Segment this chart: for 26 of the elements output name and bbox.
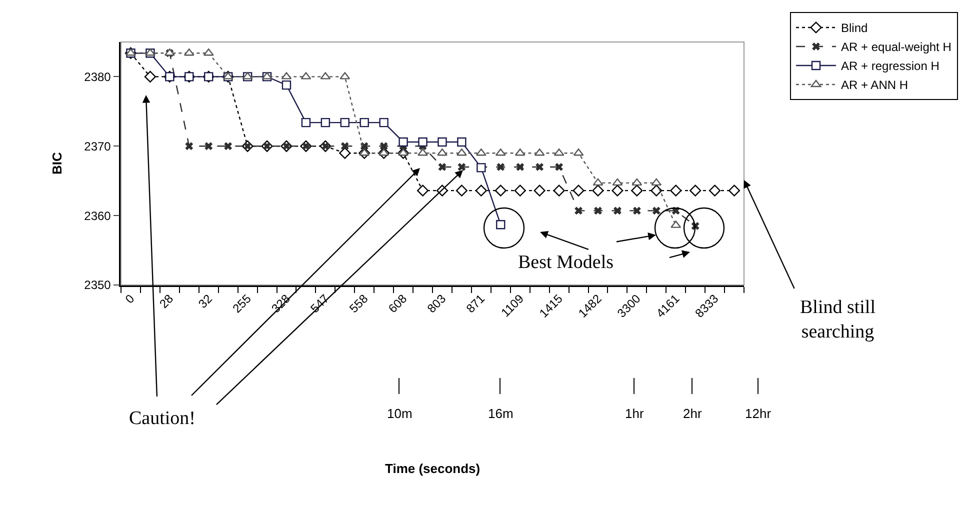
text: 2hr [683, 406, 702, 421]
x-tick-label: 32 [196, 291, 216, 311]
y-axis-title: BIC [50, 152, 64, 174]
legend-label: AR + regression H [841, 59, 940, 74]
text: 1hr [625, 406, 644, 421]
legend-label: AR + equal-weight H [841, 40, 952, 54]
x-tick-label: 803 [424, 291, 449, 316]
y-tick-label: 2380 [84, 70, 112, 84]
x-tick-label: 0 [122, 291, 138, 306]
text: Caution! [129, 408, 196, 429]
legend-label: Blind [841, 21, 868, 36]
text: 10m [387, 406, 412, 421]
x-tick-label: 558 [346, 291, 371, 316]
y-tick-label: 2350 [84, 278, 112, 292]
text: 16m [488, 406, 514, 421]
x-tick-label: 871 [463, 291, 488, 316]
text: 12hr [745, 406, 772, 421]
text: Time (seconds) [385, 461, 480, 476]
text: Blind still searching [800, 297, 876, 343]
x-tick-label: 28 [156, 291, 176, 311]
x-tick-label: 255 [230, 291, 254, 316]
annotation: Best Models [518, 252, 614, 273]
y-tick-label: 2360 [84, 208, 112, 223]
x-tick-label: 608 [386, 291, 410, 316]
legend-label: AR + ANN H [841, 78, 908, 92]
y-tick-label: 2370 [84, 139, 112, 154]
